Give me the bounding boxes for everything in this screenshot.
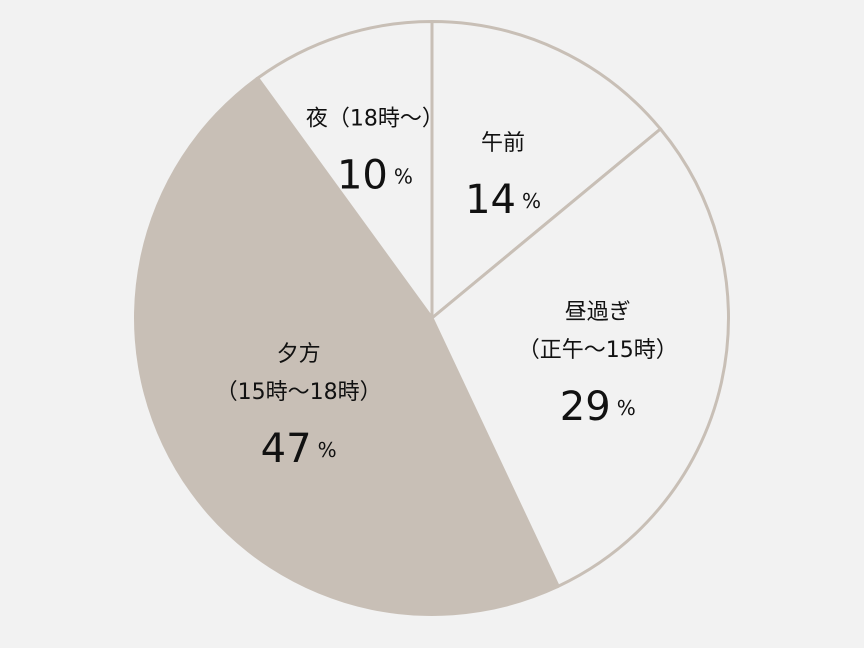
slice-value-3: 47%	[261, 426, 337, 472]
pie-slice-3	[133, 76, 559, 617]
slice-label-4-line-1: 夜（18時〜）	[306, 106, 444, 131]
slice-label-3-line-1: 夕方	[277, 342, 321, 367]
slice-value-1: 14%	[465, 177, 541, 223]
slice-label-1-line-1: 午前	[481, 131, 525, 156]
slice-value-4: 10%	[337, 152, 413, 198]
slice-value-2: 29%	[560, 384, 636, 430]
pie-slice-2	[430, 126, 730, 589]
pie-slice-4	[255, 19, 434, 323]
slice-label-2-line-2: （正午〜15時）	[518, 338, 678, 363]
slice-label-3-line-2: （15時〜18時）	[216, 380, 382, 405]
pie-slice-1	[430, 19, 663, 322]
slice-label-2-line-1: 昼過ぎ	[565, 300, 631, 325]
